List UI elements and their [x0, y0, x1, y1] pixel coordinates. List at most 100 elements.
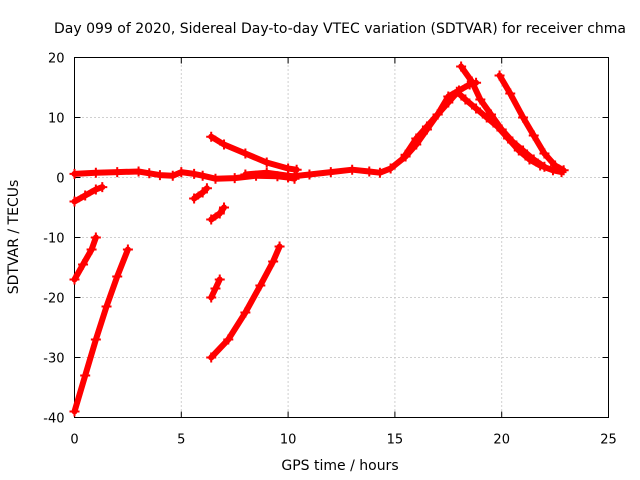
data-point	[240, 169, 251, 180]
data-point	[223, 334, 234, 345]
data-point	[558, 165, 569, 176]
y-axis-label: SDTVAR / TECUs	[6, 180, 22, 295]
y-tick-label: -20	[43, 292, 64, 307]
data-point	[456, 61, 467, 72]
data-point	[167, 170, 178, 181]
series-arc-6	[189, 183, 212, 204]
data-point	[539, 161, 550, 172]
series-arc-4	[69, 232, 101, 285]
data-point	[201, 183, 212, 194]
series-trace	[71, 184, 106, 205]
data-point	[374, 167, 385, 178]
data-point	[133, 166, 144, 177]
data-point	[539, 148, 550, 159]
x-tick-label: 10	[280, 433, 297, 448]
data-point	[112, 167, 123, 178]
data-point	[421, 121, 432, 132]
data-point	[347, 164, 358, 175]
data-point	[86, 244, 97, 255]
series-arc-13	[456, 61, 550, 172]
x-tick-label: 0	[70, 433, 78, 448]
data-point	[400, 149, 411, 160]
data-point	[80, 190, 91, 201]
grid	[74, 57, 609, 418]
data-point	[507, 136, 518, 147]
y-tick-label: 20	[48, 52, 65, 67]
series-arc-10	[206, 131, 302, 175]
y-tick-label: 0	[56, 172, 64, 187]
data-point	[255, 280, 266, 291]
y-tick-label: -30	[43, 352, 64, 367]
data-layer	[69, 61, 569, 417]
data-point	[122, 244, 133, 255]
data-point	[206, 131, 217, 142]
x-tick-label: 20	[493, 433, 510, 448]
data-point	[210, 283, 221, 294]
data-point	[69, 168, 80, 179]
series-arc-3	[69, 182, 108, 207]
data-point	[97, 182, 108, 193]
data-point	[475, 94, 486, 105]
data-point	[206, 214, 217, 225]
data-point	[69, 196, 80, 207]
data-point	[505, 88, 516, 99]
data-point	[518, 145, 529, 156]
series-trace	[71, 246, 131, 415]
chart-title: Day 099 of 2020, Sidereal Day-to-day VTE…	[54, 21, 626, 37]
y-tick-label: -40	[43, 412, 64, 427]
series-arc-11	[240, 167, 300, 182]
data-point	[214, 274, 225, 285]
data-point	[261, 157, 272, 168]
data-point	[453, 85, 464, 96]
data-point	[189, 168, 200, 179]
data-point	[261, 167, 272, 178]
data-point	[101, 301, 112, 312]
data-point	[214, 208, 225, 219]
data-point	[443, 97, 454, 108]
data-point	[291, 164, 302, 175]
data-point	[90, 334, 101, 345]
series-trace	[71, 234, 99, 283]
data-point	[176, 167, 187, 178]
data-point	[494, 70, 505, 81]
data-point	[229, 173, 240, 184]
data-point	[210, 173, 221, 184]
data-point	[69, 274, 80, 285]
data-point	[90, 184, 101, 195]
data-point	[550, 160, 561, 171]
series-arc-9	[206, 241, 285, 363]
data-point	[274, 241, 285, 252]
series-arc-7	[206, 202, 230, 225]
data-point	[268, 256, 279, 267]
data-point	[78, 259, 89, 270]
series-arc-2	[283, 86, 567, 182]
data-point	[385, 163, 396, 174]
data-point	[304, 169, 315, 180]
data-point	[219, 139, 230, 150]
series-arc-14	[494, 70, 569, 176]
y-tick-label: -10	[43, 232, 64, 247]
series-trace	[285, 88, 565, 180]
data-point	[528, 154, 539, 165]
data-point	[90, 167, 101, 178]
data-point	[432, 109, 443, 120]
data-point	[112, 271, 123, 282]
data-point	[486, 109, 497, 120]
data-point	[219, 202, 230, 213]
series-arc-8	[206, 274, 225, 303]
data-point	[144, 168, 155, 179]
data-point	[466, 76, 477, 87]
data-point	[528, 130, 539, 141]
data-point	[518, 112, 529, 123]
data-point	[496, 124, 507, 135]
data-point	[69, 406, 80, 417]
data-point	[240, 307, 251, 318]
data-point	[289, 171, 300, 182]
series-arc-5	[69, 244, 133, 417]
series-arc-12	[400, 77, 482, 160]
data-point	[90, 232, 101, 243]
data-point	[471, 103, 482, 114]
data-point	[206, 292, 217, 303]
series-trace	[208, 243, 283, 361]
